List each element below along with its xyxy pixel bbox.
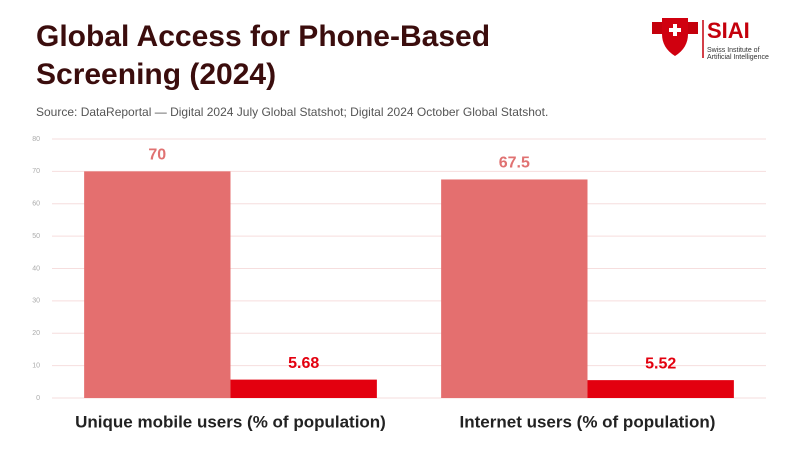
x-tick-label: Internet users (% of population) <box>460 412 716 431</box>
y-tick-label: 70 <box>32 168 40 175</box>
logo-line: Artificial Intelligence <box>707 54 769 61</box>
x-tick-label: Unique mobile users (% of population) <box>75 412 386 431</box>
y-tick-label: 0 <box>36 395 40 402</box>
value-label: 5.52 <box>645 355 676 372</box>
bar <box>441 179 588 398</box>
y-tick-label: 40 <box>32 265 40 272</box>
y-tick-label: 10 <box>32 362 40 369</box>
y-tick-label: 80 <box>32 136 40 143</box>
value-label: 67.5 <box>499 155 530 172</box>
bar <box>84 171 231 398</box>
y-tick-label: 50 <box>32 233 40 240</box>
logo-line: Swiss Institute of <box>707 47 760 54</box>
y-tick-label: 20 <box>32 330 40 337</box>
bar <box>587 380 734 398</box>
value-label: 70 <box>148 147 166 164</box>
chart-subtitle: Source: DataReportal — Digital 2024 July… <box>36 105 549 119</box>
y-tick-label: 60 <box>32 201 40 208</box>
logo: SIAI Swiss Institute of Artificial Intel… <box>652 18 769 61</box>
chart-title: Global Access for Phone-Based Screening … <box>36 20 491 91</box>
value-label: 5.68 <box>288 355 319 372</box>
logo-shield <box>662 18 688 56</box>
logo-cross <box>669 24 681 36</box>
logo-name: SIAI <box>707 18 750 43</box>
bar <box>230 379 377 398</box>
y-tick-label: 30 <box>32 298 40 305</box>
